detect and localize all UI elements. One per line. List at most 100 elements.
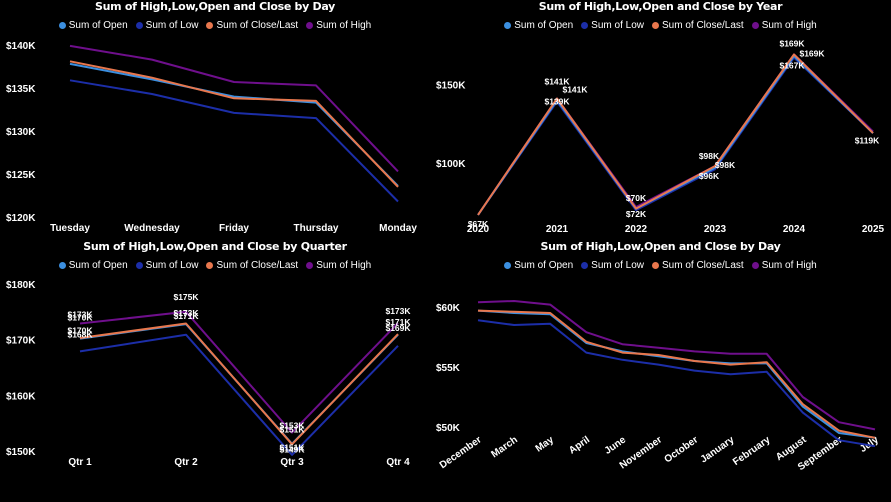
data-label: $169K — [799, 48, 825, 58]
legend-marker — [58, 22, 66, 29]
legend-marker — [135, 22, 143, 29]
legend-item-high[interactable]: Sum of High — [306, 260, 371, 271]
x-tick-label: December — [438, 434, 484, 471]
y-tick-label: $120K — [6, 213, 36, 224]
data-label: $141K — [562, 84, 588, 94]
series-line-high[interactable] — [477, 53, 874, 216]
legend-item-close[interactable]: Sum of Close/Last — [206, 260, 298, 271]
series-line-close[interactable] — [79, 322, 399, 446]
chart-title: Sum of High,Low,Open and Close by Quarte… — [83, 240, 347, 253]
legend-item-high[interactable]: Sum of High — [751, 260, 817, 271]
chart-legend[interactable]: Sum of Open Sum of Low Sum of Close/Last Su… — [430, 20, 891, 31]
legend-item-open[interactable]: Sum of Open — [58, 20, 128, 31]
x-tick-label: April — [567, 434, 592, 456]
legend-marker — [581, 22, 589, 29]
chart-panel-day-bottom: Sum of High,Low,Open and Close by Day Su… — [430, 240, 891, 502]
y-tick-label: $100K — [436, 159, 466, 170]
x-tick-label: October — [663, 434, 701, 465]
legend-item-high[interactable]: Sum of High — [751, 20, 817, 31]
series-line-low[interactable] — [477, 319, 876, 448]
legend-label: Sum of Close/Last — [661, 260, 744, 271]
data-label: $170K — [67, 313, 93, 323]
data-label: $72K — [626, 209, 647, 219]
series-line-close[interactable] — [69, 60, 399, 188]
chart-legend[interactable]: Sum of Open Sum of Low Sum of Close/Last Su… — [0, 20, 430, 31]
legend-item-open[interactable]: Sum of Open — [58, 260, 128, 271]
line-chart-svg: $150K $100K 2020 2021 2022 2023 2024 2025 $67K $1… — [436, 38, 885, 235]
y-tick-label: $130K — [6, 127, 36, 138]
legend-item-close[interactable]: Sum of Close/Last — [206, 20, 298, 31]
data-label: $67K — [468, 219, 489, 229]
y-tick-label: $150K — [436, 80, 466, 91]
legend-item-close[interactable]: Sum of Close/Last — [651, 260, 744, 271]
legend-item-low[interactable]: Sum of Low — [135, 260, 198, 271]
series-line-close[interactable] — [477, 53, 874, 216]
x-tick-label: Qtr 3 — [280, 457, 304, 468]
data-label: $151K — [279, 443, 305, 453]
chart-legend[interactable]: Sum of Open Sum of Low Sum of Close/Last Su… — [430, 260, 891, 271]
series-line-high[interactable] — [69, 44, 399, 173]
chart-legend[interactable]: Sum of Open Sum of Low Sum of Close/Last Su… — [0, 260, 430, 271]
y-tick-label: $170K — [6, 336, 36, 347]
data-label: $98K — [715, 160, 736, 170]
x-tick-label: 2025 — [862, 224, 885, 235]
data-label: $168K — [67, 330, 93, 340]
legend-item-open[interactable]: Sum of Open — [504, 260, 573, 271]
legend-marker — [651, 262, 659, 269]
x-tick-label: Friday — [219, 223, 249, 234]
chart-title: Sum of High,Low,Open and Close by Day — [95, 0, 335, 13]
legend-label: Sum of High — [761, 20, 817, 31]
x-tick-label: Tuesday — [50, 223, 90, 234]
x-tick-label: Monday — [379, 223, 417, 234]
legend-marker — [651, 22, 659, 29]
legend-label: Sum of Close/Last — [216, 260, 299, 271]
legend-marker — [135, 262, 143, 269]
y-tick-label: $180K — [6, 280, 36, 291]
data-label: $170K — [67, 326, 93, 336]
legend-marker — [206, 262, 214, 269]
series-line-open[interactable] — [477, 309, 876, 439]
legend-item-high[interactable]: Sum of High — [306, 20, 371, 31]
legend-label: Sum of Low — [591, 260, 644, 271]
data-label: $169K — [779, 38, 805, 48]
legend-label: Sum of Low — [591, 20, 644, 31]
legend-label: Sum of High — [316, 20, 372, 31]
data-label: $171K — [385, 317, 411, 327]
data-label: $153K — [279, 421, 305, 431]
series-line-low[interactable] — [79, 333, 399, 456]
legend-item-open[interactable]: Sum of Open — [504, 20, 573, 31]
data-label: $173K — [67, 310, 93, 320]
legend-marker — [306, 22, 314, 29]
data-label: $151K — [279, 425, 305, 435]
series-line-high[interactable] — [79, 310, 399, 434]
legend-marker — [58, 262, 66, 269]
legend-item-close[interactable]: Sum of Close/Last — [651, 20, 744, 31]
x-tick-label: 2020 — [467, 224, 490, 235]
data-label: $167K — [779, 60, 805, 70]
legend-marker — [504, 22, 512, 29]
y-tick-label: $150K — [6, 447, 36, 458]
legend-marker — [581, 262, 589, 269]
x-tick-label: 2022 — [625, 224, 648, 235]
line-chart-svg: $140K $135K $130K $125K $120K Tuesday Wednesda… — [6, 41, 417, 234]
y-tick-label: $50K — [436, 423, 461, 434]
series-line-high[interactable] — [477, 300, 876, 431]
chart-title: Sum of High,Low,Open and Close by Day — [540, 240, 781, 253]
series-line-open[interactable] — [477, 55, 874, 216]
x-tick-label: January — [699, 434, 737, 465]
series-line-close[interactable] — [477, 309, 876, 439]
series-line-low[interactable] — [477, 56, 874, 216]
legend-label: Sum of Open — [68, 260, 128, 271]
data-label: $96K — [699, 171, 720, 181]
line-chart-svg: $180K $170K $160K $150K Qtr 1 Qtr 2 Qtr 3 Qtr 4… — [6, 280, 411, 468]
legend-item-low[interactable]: Sum of Low — [135, 20, 198, 31]
chart-panel-quarter: Sum of High,Low,Open and Close by Quarte… — [0, 240, 430, 502]
legend-label: Sum of Open — [514, 260, 574, 271]
x-tick-label: March — [489, 434, 519, 460]
legend-label: Sum of High — [761, 260, 817, 271]
legend-item-low[interactable]: Sum of Low — [581, 20, 644, 31]
series-line-low[interactable] — [69, 79, 399, 203]
legend-label: Sum of Close/Last — [661, 20, 744, 31]
legend-item-low[interactable]: Sum of Low — [581, 260, 644, 271]
x-tick-label: June — [603, 434, 629, 457]
